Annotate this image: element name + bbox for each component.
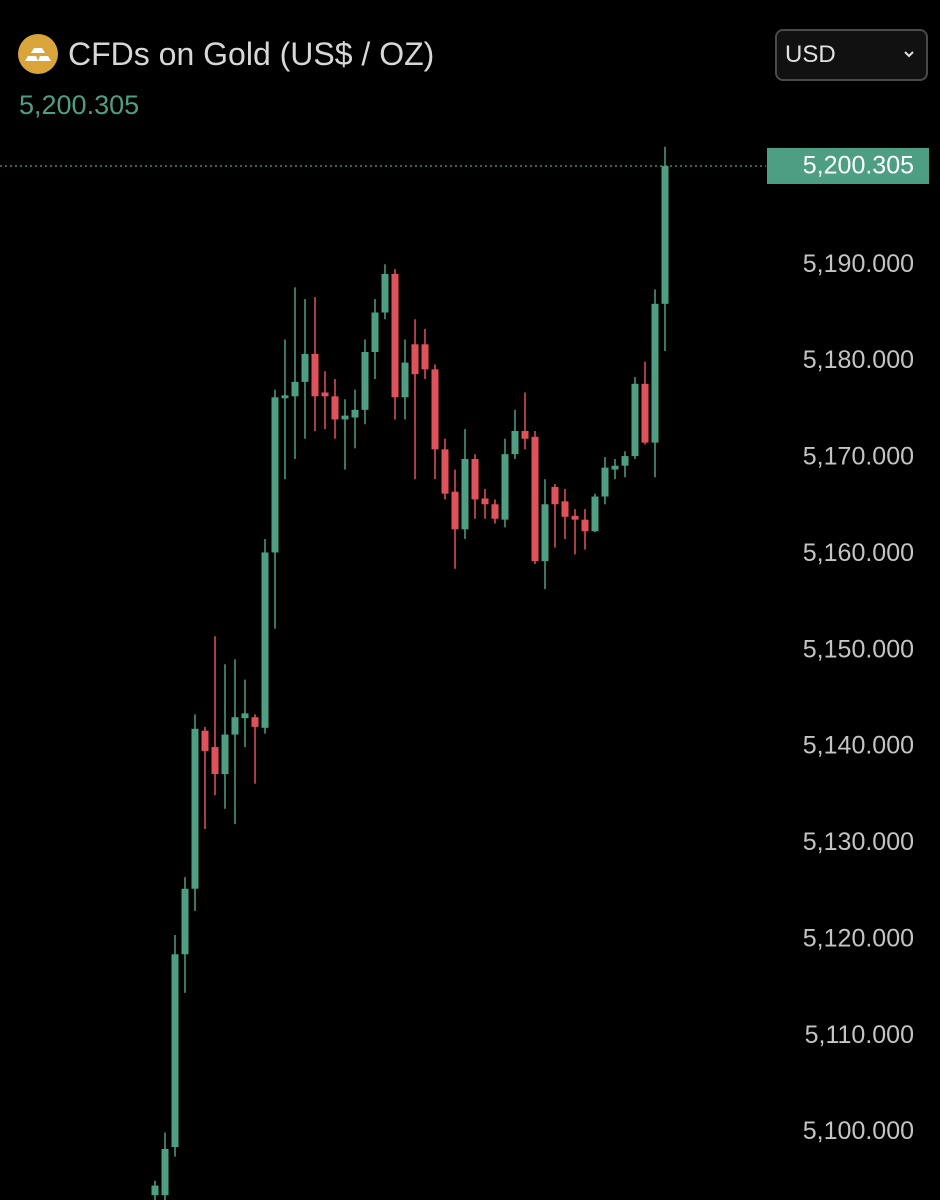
candle-body <box>301 353 309 382</box>
candle-body <box>281 395 289 399</box>
candle-body <box>661 165 669 304</box>
candle-body <box>161 1148 169 1196</box>
candle-body <box>171 954 179 1147</box>
candle-body <box>351 409 359 418</box>
candle-body <box>291 381 299 397</box>
candle-body <box>561 501 569 517</box>
candle-body <box>231 717 239 735</box>
candle-body <box>241 713 249 719</box>
candle-body <box>251 717 259 727</box>
candle-body <box>541 504 549 562</box>
y-tick-label: 5,150.000 <box>803 635 914 663</box>
instrument-title: CFDs on Gold (US$ / OZ) <box>68 35 435 72</box>
candle-body <box>201 730 209 751</box>
candle-body <box>651 303 659 443</box>
candle-body <box>611 465 619 470</box>
candle-body <box>391 273 399 398</box>
gold-icon <box>18 34 58 74</box>
candles <box>151 146 669 1200</box>
candle-body <box>311 353 319 397</box>
candle-body <box>191 728 199 889</box>
candle-body <box>471 458 479 500</box>
candle-body <box>451 491 459 530</box>
candle-body <box>491 504 499 519</box>
currency-value: USD <box>785 41 836 68</box>
candle-body <box>551 486 559 505</box>
candle-body <box>371 312 379 352</box>
candle-body <box>221 734 229 775</box>
candle-body <box>581 519 589 532</box>
header: CFDs on Gold (US$ / OZ) <box>18 34 434 74</box>
candle-body <box>481 498 489 505</box>
candle-body <box>321 392 329 397</box>
candle-body <box>521 431 529 439</box>
currency-select[interactable]: USD <box>775 29 928 81</box>
candle-body <box>571 515 579 520</box>
candle-body <box>641 383 649 443</box>
candle-body <box>531 436 539 562</box>
last-price-box <box>767 147 929 184</box>
candle-body <box>271 397 279 553</box>
candle-body <box>341 415 349 420</box>
candle-body <box>261 552 269 728</box>
chevron <box>904 51 914 58</box>
last-price-label: 5,200.305 <box>803 152 914 180</box>
y-tick-label: 5,110.000 <box>805 1021 914 1049</box>
candle-body <box>361 352 369 410</box>
current-price: 5,200.305 <box>19 90 140 120</box>
candle-body <box>601 467 609 497</box>
candle-body <box>431 369 439 450</box>
y-tick-label: 5,100.000 <box>803 1117 914 1145</box>
candle-body <box>211 747 219 775</box>
candle-body <box>401 362 409 398</box>
y-tick-label: 5,120.000 <box>803 924 914 952</box>
candle-body <box>591 496 599 532</box>
y-tick-label: 5,180.000 <box>803 346 914 374</box>
candle-body <box>441 449 449 494</box>
candle-body <box>151 1185 159 1196</box>
candle-body <box>411 344 419 375</box>
y-tick-label: 5,170.000 <box>803 443 914 471</box>
candle-body <box>621 456 629 466</box>
candle-body <box>631 383 639 457</box>
y-tick-label: 5,130.000 <box>803 828 914 856</box>
candle-body <box>501 454 509 520</box>
candle-body <box>331 396 339 420</box>
y-tick-label: 5,160.000 <box>803 539 914 567</box>
candle-body <box>181 888 189 955</box>
candle-body <box>381 273 389 313</box>
y-tick-label: 5,140.000 <box>803 732 914 760</box>
y-tick-label: 5,190.000 <box>803 250 914 278</box>
candle-body <box>461 458 469 530</box>
candle-body <box>421 344 429 370</box>
candle-body <box>511 431 519 455</box>
